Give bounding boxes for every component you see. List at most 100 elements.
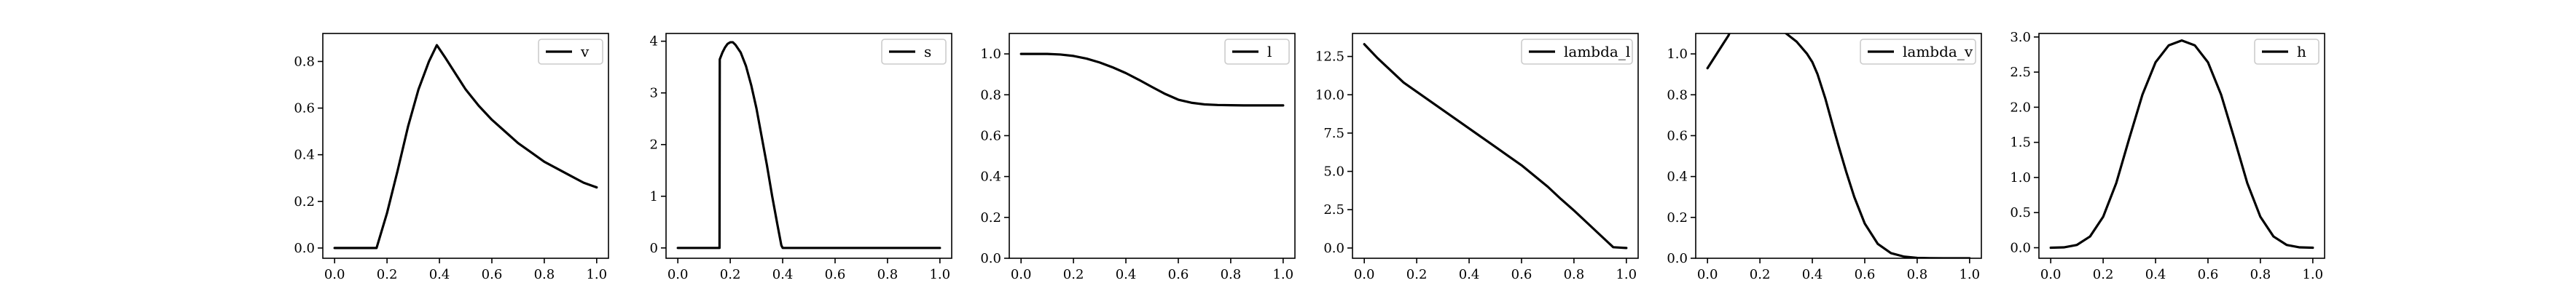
x-tick-label: 1.0	[586, 267, 607, 282]
x-tick-label: 0.2	[1406, 267, 1428, 282]
y-tick-label: 0.0	[980, 251, 1001, 266]
subplot-4: 0.0 0.2 0.4 0.6 0.8 1.0 0.0 2.5 5.0 7.5 10.0 12.5 la…	[1315, 33, 1639, 282]
y-tick-label: 1.5	[2010, 135, 2031, 151]
y-tick-label: 1.0	[2010, 170, 2031, 186]
axes-frame	[1695, 33, 1982, 259]
subplot-1: 0.0 0.2 0.4 0.6 0.8 1.0 0.0 0.2 0.4 0.6 0.8 v	[294, 33, 609, 282]
subplot-5: 0.0 0.2 0.4 0.6 0.8 1.0 0.0 0.2 0.4 0.6 0.8 1.0 lamb…	[1667, 33, 1982, 282]
y-tick-label: 2	[650, 137, 658, 153]
x-tick-label: 0.8	[1221, 267, 1242, 282]
axes-frame	[2038, 33, 2325, 259]
series-line-s	[676, 41, 941, 250]
y-tick-label: 5.0	[1323, 164, 1344, 180]
legend-label: lambda_v	[1903, 43, 1973, 60]
y-tick-label: 0.8	[1667, 87, 1688, 103]
y-tick-label: 0.8	[294, 54, 315, 69]
x-tick-label: 0.0	[2040, 267, 2062, 282]
y-tick-label: 2.5	[2010, 65, 2031, 80]
x-tick-label: 0.6	[1511, 267, 1532, 282]
legend-label: s	[924, 43, 931, 60]
x-tick-label: 0.0	[1011, 267, 1032, 282]
y-tick-label: 10.0	[1315, 87, 1344, 103]
y-tick-label: 0.4	[1667, 170, 1688, 185]
y-tick-label: 0.4	[980, 170, 1001, 185]
x-tick-label: 0.4	[1459, 267, 1480, 282]
x-tick-label: 0.8	[877, 267, 899, 282]
y-tick-label: 3.0	[2010, 30, 2031, 45]
x-tick-label: 0.0	[324, 267, 345, 282]
y-tick-label: 0.6	[1667, 128, 1688, 143]
y-tick-label: 0.0	[2010, 241, 2031, 256]
x-tick-label: 0.2	[1750, 267, 1771, 282]
legend: s	[881, 39, 947, 65]
y-tick-label: 0.0	[294, 241, 315, 256]
y-tick-label: 1	[650, 189, 658, 204]
x-tick-label: 0.4	[2145, 267, 2166, 282]
legend: lambda_l	[1521, 39, 1633, 65]
legend: lambda_v	[1860, 39, 1976, 65]
legend-label: lambda_l	[1564, 43, 1630, 60]
axes-frame	[1352, 33, 1639, 259]
x-tick-label: 0.8	[534, 267, 555, 282]
y-tick-label: 1.0	[980, 47, 1001, 62]
x-tick-label: 0.4	[429, 267, 450, 282]
x-tick-label: 1.0	[1272, 267, 1293, 282]
series-line-v	[333, 44, 598, 250]
y-tick-label: 0.0	[1667, 251, 1688, 266]
x-tick-label: 0.6	[2198, 267, 2219, 282]
y-tick-label: 0.5	[2010, 205, 2031, 220]
axes-frame	[1009, 33, 1296, 259]
y-tick-label: 0.2	[294, 194, 315, 210]
legend: v	[538, 39, 603, 65]
y-tick-label: 0.4	[294, 148, 315, 163]
series-line-lambda_v	[1706, 33, 1971, 258]
series-line-h	[2049, 39, 2314, 250]
x-tick-label: 0.2	[377, 267, 398, 282]
y-tick-label: 0.8	[980, 87, 1001, 103]
y-tick-label: 7.5	[1323, 126, 1344, 141]
y-tick-label: 0	[650, 241, 658, 256]
x-tick-label: 0.8	[2250, 267, 2271, 282]
x-tick-label: 0.8	[1907, 267, 1928, 282]
y-tick-label: 0.2	[1667, 210, 1688, 226]
y-tick-label: 0.6	[294, 101, 315, 116]
y-tick-label: 0.2	[980, 210, 1001, 226]
x-tick-label: 0.0	[668, 267, 689, 282]
y-tick-label: 3	[650, 86, 658, 101]
x-tick-label: 1.0	[1959, 267, 1980, 282]
x-tick-label: 0.4	[772, 267, 794, 282]
axes-frame	[322, 33, 609, 259]
y-tick-label: 0.0	[1323, 241, 1344, 256]
x-tick-label: 0.2	[720, 267, 741, 282]
x-tick-label: 1.0	[2302, 267, 2323, 282]
y-tick-label: 0.6	[980, 128, 1001, 143]
legend-label: l	[1267, 43, 1272, 60]
x-tick-label: 0.8	[1564, 267, 1585, 282]
x-tick-label: 0.4	[1116, 267, 1137, 282]
series-line-l	[1019, 52, 1285, 107]
y-tick-label: 1.0	[1667, 47, 1688, 62]
x-tick-label: 0.6	[482, 267, 503, 282]
x-tick-label: 0.0	[1697, 267, 1718, 282]
x-tick-label: 1.0	[1616, 267, 1637, 282]
legend: l	[1224, 39, 1290, 65]
legend-label: h	[2297, 43, 2306, 60]
y-tick-label: 2.5	[1323, 202, 1344, 218]
legend-box	[1860, 39, 1976, 65]
x-tick-label: 0.0	[1354, 267, 1375, 282]
x-tick-label: 0.2	[2093, 267, 2114, 282]
legend-label: v	[580, 43, 590, 60]
axes-frame	[665, 33, 952, 259]
subplot-3: 0.0 0.2 0.4 0.6 0.8 1.0 0.0 0.2 0.4 0.6 0.8 1.0 l	[980, 33, 1296, 282]
legend: h	[2254, 39, 2319, 65]
x-tick-label: 0.6	[1855, 267, 1876, 282]
y-tick-label: 4	[650, 34, 658, 49]
subplot-6: 0.0 0.2 0.4 0.6 0.8 1.0 0.0 0.5 1.0 1.5 2.0 2.5 3.0 h	[2010, 30, 2325, 282]
x-tick-label: 0.2	[1063, 267, 1084, 282]
y-tick-label: 12.5	[1315, 49, 1344, 65]
x-tick-label: 1.0	[929, 267, 950, 282]
legend-box	[1521, 39, 1633, 65]
subplot-2: 0.0 0.2 0.4 0.6 0.8 1.0 0 1 2 3 4 s	[650, 33, 952, 282]
y-tick-label: 2.0	[2010, 100, 2031, 115]
